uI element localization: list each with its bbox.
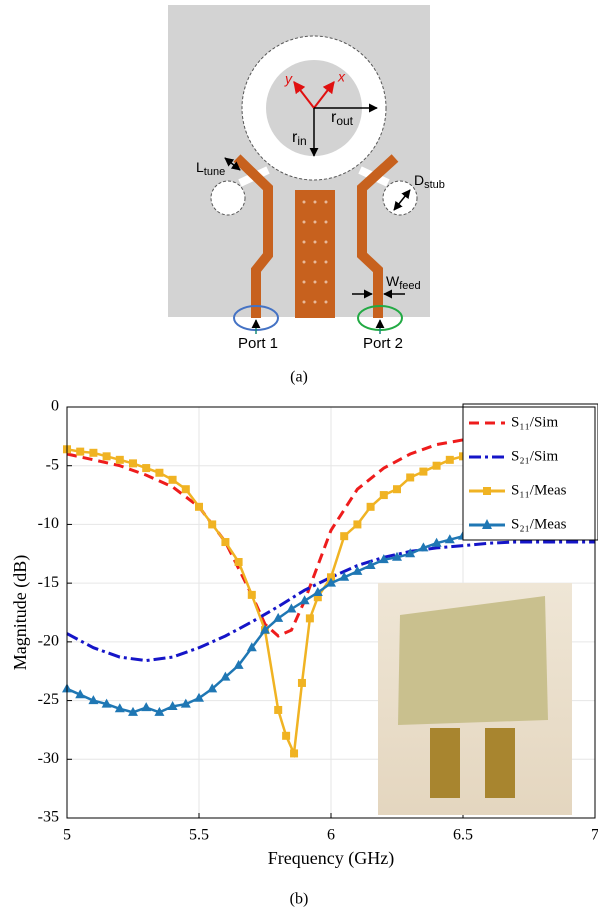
x-tick-label: 5.5 (189, 827, 209, 844)
marker (340, 532, 348, 540)
marker (393, 485, 401, 493)
marker (419, 468, 427, 476)
port-label: Port 1 (238, 335, 278, 352)
legend-label: S₂₁/Sim (511, 448, 558, 464)
legend: S₁₁/Sim S₂₁/Sim S₁₁/Meas S₂₁/Meas (463, 404, 598, 540)
label-sub: feed (399, 280, 420, 292)
marker (195, 503, 203, 511)
marker (406, 473, 414, 481)
marker (235, 558, 243, 566)
marker (353, 520, 361, 528)
marker (129, 459, 137, 467)
marker (433, 462, 441, 470)
marker (446, 456, 454, 464)
axis-label: x (337, 69, 346, 85)
marker (169, 476, 177, 484)
marker (274, 706, 282, 714)
x-tick-label: 6.5 (453, 827, 473, 844)
marker (142, 464, 150, 472)
marker (282, 732, 290, 740)
marker (76, 448, 84, 456)
label-main: L (196, 159, 204, 175)
y-tick-label: -25 (38, 691, 59, 708)
y-tick-label: -35 (38, 809, 59, 826)
label-sub: out (336, 114, 353, 128)
x-tick-label: 7 (591, 827, 598, 844)
legend-label: S₁₁/Sim (511, 414, 558, 430)
caption: (a) (290, 369, 308, 386)
marker (367, 503, 375, 511)
marker (116, 456, 124, 464)
y-axis-label: Magnitude (dB) (10, 555, 31, 670)
marker (306, 614, 314, 622)
x-tick-label: 5 (63, 827, 71, 844)
label-sub: in (297, 134, 306, 148)
marker (89, 449, 97, 457)
marker (290, 749, 298, 757)
label-sub: stub (424, 179, 445, 191)
legend-marker (483, 487, 491, 495)
caption: (b) (290, 891, 309, 908)
legend-label: S₁₁/Meas (511, 482, 567, 498)
label-sub: tune (204, 166, 225, 178)
inset-connector (485, 728, 515, 798)
y-tick-label: -20 (38, 633, 59, 650)
x-tick-label: 6 (327, 827, 335, 844)
figure: y x rout rin Ltune Dstub Wfeed Port 1 Po… (0, 0, 598, 914)
legend-label: S₂₁/Meas (511, 516, 567, 532)
label-main: D (414, 172, 424, 188)
marker (248, 591, 256, 599)
marker (221, 538, 229, 546)
marker (208, 520, 216, 528)
axis-label: y (284, 71, 293, 87)
port-label: Port 2 (363, 335, 403, 352)
y-tick-label: -15 (38, 574, 59, 591)
marker (155, 469, 163, 477)
marker (103, 452, 111, 460)
marker (182, 485, 190, 493)
marker (298, 679, 306, 687)
y-tick-label: -10 (38, 515, 59, 532)
inset-board (398, 596, 548, 725)
y-tick-label: -30 (38, 750, 59, 767)
antenna-diagram: y x rout rin Ltune Dstub Wfeed Port 1 Po… (168, 5, 445, 352)
inset-connector (430, 728, 460, 798)
marker (380, 491, 388, 499)
y-tick-label: -5 (46, 456, 59, 473)
y-tick-label: 0 (51, 398, 59, 415)
x-axis-label: Frequency (GHz) (268, 848, 394, 869)
label-main: W (386, 273, 400, 289)
